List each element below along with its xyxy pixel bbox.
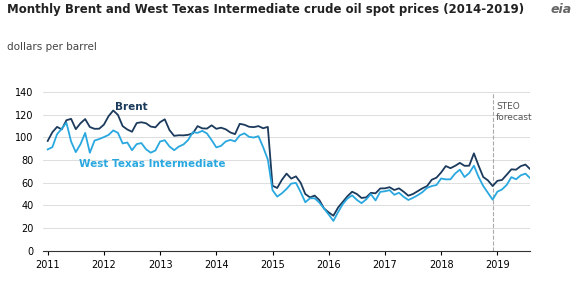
Text: Brent: Brent [115, 102, 148, 112]
Text: dollars per barrel: dollars per barrel [7, 42, 97, 52]
Text: West Texas Intermediate: West Texas Intermediate [78, 159, 225, 169]
Text: Monthly Brent and West Texas Intermediate crude oil spot prices (2014-2019): Monthly Brent and West Texas Intermediat… [7, 3, 524, 16]
Text: STEO
forecast: STEO forecast [496, 102, 533, 122]
Text: eia: eia [550, 3, 571, 16]
